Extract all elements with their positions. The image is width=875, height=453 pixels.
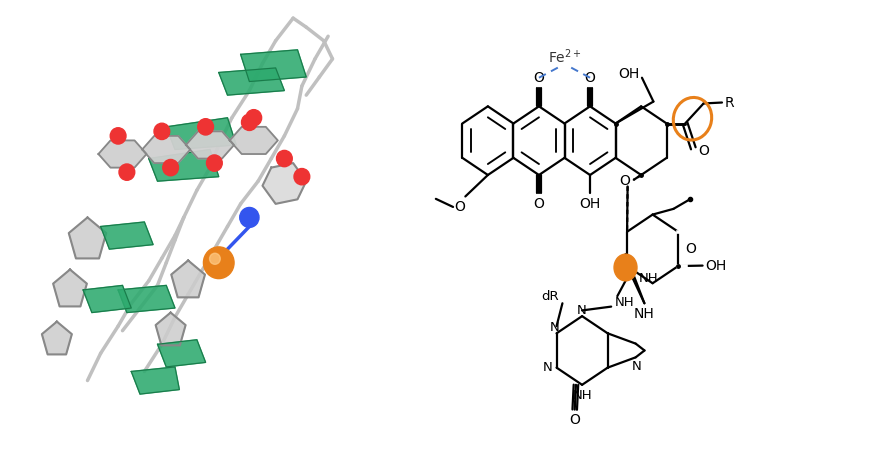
Polygon shape (42, 322, 72, 354)
Polygon shape (142, 136, 191, 163)
Circle shape (154, 123, 170, 140)
Text: O: O (534, 71, 544, 85)
Circle shape (119, 164, 135, 180)
Polygon shape (53, 270, 87, 306)
Text: OH: OH (705, 259, 726, 273)
Polygon shape (69, 217, 106, 258)
Circle shape (242, 114, 257, 130)
Text: NH: NH (572, 389, 592, 402)
Polygon shape (83, 285, 131, 313)
Polygon shape (98, 140, 147, 168)
Text: O: O (570, 413, 580, 427)
Circle shape (198, 119, 214, 135)
Text: OH: OH (579, 197, 600, 211)
Polygon shape (166, 118, 236, 149)
Text: O: O (584, 71, 596, 85)
Circle shape (614, 254, 637, 281)
Circle shape (210, 253, 220, 264)
Polygon shape (172, 260, 205, 297)
Text: NH: NH (638, 272, 658, 285)
Circle shape (163, 159, 178, 176)
Circle shape (246, 110, 262, 126)
Text: O: O (454, 200, 465, 214)
Polygon shape (262, 163, 306, 204)
Polygon shape (219, 68, 284, 95)
Text: O: O (685, 242, 696, 256)
Text: R: R (724, 96, 734, 110)
Text: N: N (542, 361, 552, 374)
Polygon shape (101, 222, 153, 249)
Text: OH: OH (619, 67, 640, 81)
Text: NH: NH (614, 296, 634, 309)
Polygon shape (229, 127, 278, 154)
Polygon shape (241, 50, 306, 82)
Text: N: N (578, 304, 587, 317)
Polygon shape (118, 285, 175, 313)
Circle shape (206, 155, 222, 171)
Circle shape (294, 169, 310, 185)
Polygon shape (156, 313, 186, 345)
Circle shape (110, 128, 126, 144)
Text: NH: NH (634, 307, 654, 321)
Polygon shape (186, 131, 235, 159)
Text: O: O (698, 144, 709, 158)
Polygon shape (149, 149, 219, 181)
Polygon shape (158, 340, 206, 367)
Text: N: N (550, 321, 559, 334)
Polygon shape (131, 367, 179, 394)
Text: dR: dR (542, 289, 559, 303)
Circle shape (276, 150, 292, 167)
Circle shape (240, 207, 259, 227)
Text: O: O (620, 173, 630, 188)
Text: Fe$^{2+}$: Fe$^{2+}$ (548, 47, 581, 66)
Circle shape (203, 247, 234, 279)
Text: N: N (632, 361, 641, 373)
Text: O: O (534, 197, 544, 211)
